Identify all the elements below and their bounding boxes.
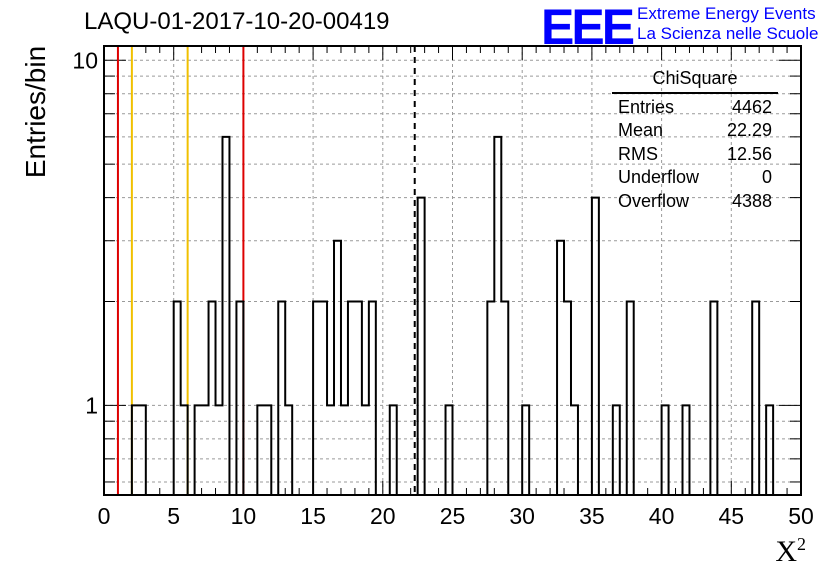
histogram-bin: [501, 302, 508, 495]
histogram-bin: [174, 302, 181, 495]
histogram-outline: [130, 135, 775, 495]
x-tick-label: 5: [167, 503, 180, 529]
histogram-bin: [313, 302, 320, 495]
histogram-bin: [627, 302, 634, 495]
brand-line-1: Extreme Energy Events: [637, 4, 816, 23]
y-tick-label: 1: [85, 392, 98, 418]
histogram-bin: [494, 137, 501, 495]
histogram-bin: [320, 302, 327, 495]
stats-row-rms: RMS 12.56: [618, 143, 772, 164]
histogram-bin: [557, 241, 564, 495]
run-title: LAQU-01-2017-10-20-00419: [84, 8, 390, 35]
x-tick-label: 25: [440, 503, 466, 529]
histogram-bin: [752, 302, 759, 495]
histogram-bin: [278, 302, 285, 495]
x-tick-label: 0: [98, 503, 111, 529]
stats-row-overflow: Overflow 4388: [618, 190, 772, 211]
stats-box: ChiSquare Entries 4462 Mean 22.29 RMS 12.56…: [612, 66, 778, 213]
histogram-bin: [369, 302, 376, 495]
x-tick-label: 40: [649, 503, 675, 529]
x-tick-label: 20: [370, 503, 396, 529]
histogram-bin: [564, 302, 571, 495]
histogram-bin: [487, 302, 494, 495]
x-tick-label: 45: [719, 503, 745, 529]
histogram-bin: [592, 198, 599, 495]
histogram-bins: [130, 135, 775, 495]
histogram-bin: [348, 302, 355, 495]
y-axis-label: Entries/bin: [20, 45, 51, 179]
x-tick-label: 15: [300, 503, 326, 529]
x-tick-label: 10: [231, 503, 257, 529]
stats-row-underflow: Underflow 0: [618, 167, 772, 188]
tick-labels: 0 5 10 15 20 25 30 35 40 45 50 1 10: [72, 47, 813, 529]
histogram-bin: [209, 302, 216, 495]
x-tick-label: 35: [579, 503, 605, 529]
plot-frame: [103, 45, 802, 496]
x-tick-label: 30: [509, 503, 535, 529]
brand-line-2: La Scienza nelle Scuole: [637, 24, 819, 43]
x-axis-label: X2: [775, 534, 806, 568]
histogram-bin: [418, 198, 425, 495]
y-tick-label: 10: [72, 47, 98, 73]
histogram-bin: [355, 302, 362, 495]
histogram-bin: [222, 137, 229, 495]
x-tick-label: 50: [788, 503, 814, 529]
stats-row-mean: Mean 22.29: [618, 120, 772, 141]
eee-logo: EEE: [541, 0, 635, 55]
stats-row-entries: Entries 4462: [618, 97, 772, 117]
histogram-bin: [334, 241, 341, 495]
stats-title: ChiSquare: [612, 66, 778, 94]
histogram-bin: [710, 302, 717, 495]
histogram-bin: [236, 302, 243, 495]
